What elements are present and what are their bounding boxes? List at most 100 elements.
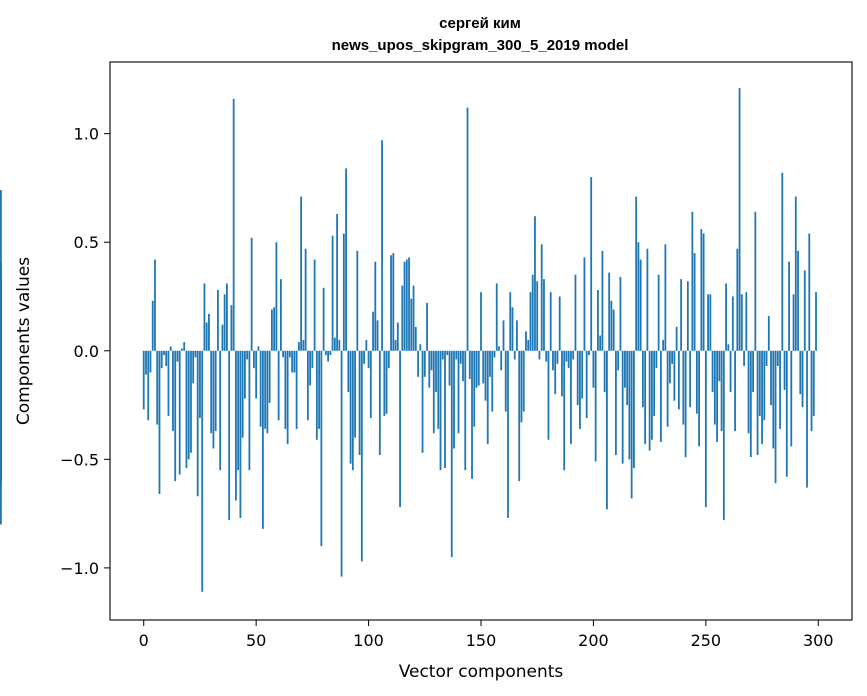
bar [145,350,147,375]
bar [392,253,395,351]
bar [547,350,550,440]
bar [160,350,163,369]
bar [558,296,561,351]
bar [471,350,473,479]
bar [174,350,177,482]
bar [235,350,237,501]
bar [536,281,539,351]
x-axis-label: Vector components [399,662,564,682]
bar [199,350,201,419]
bar [743,350,745,366]
bar [268,350,271,403]
y-axis-label: Components values [14,257,34,425]
bar [428,350,431,388]
bar [273,307,276,351]
bar [500,350,503,371]
bar [219,350,222,471]
bar [360,350,363,562]
bar [327,350,329,362]
bar [579,350,581,429]
bar [248,350,251,471]
bar [237,350,240,471]
bar [606,350,608,510]
bar [704,350,707,508]
bar [390,255,392,351]
bar [772,350,775,449]
bar [446,350,449,356]
bar [785,350,788,477]
bar [754,211,757,351]
bar [230,305,233,351]
bar [142,350,145,410]
bar [149,350,152,373]
bar [309,350,312,386]
bar [241,350,244,438]
bar [250,237,253,351]
bar [405,259,408,351]
bar [473,350,476,427]
bar [545,350,548,362]
bar [722,350,725,521]
bar [767,316,770,351]
bar [324,350,327,356]
bar [534,216,536,351]
bar [507,350,509,518]
bar [266,350,269,434]
bar [576,350,579,406]
bar [655,350,658,369]
bar [549,292,552,351]
bar [0,190,2,351]
bar [441,350,444,360]
bar [794,196,797,351]
bar [432,350,435,434]
bar [464,350,467,471]
bar [156,350,159,425]
bar [192,350,195,384]
bar [178,350,181,475]
bar [320,350,323,547]
bar [349,350,352,464]
bar [347,350,350,393]
bar [331,235,334,351]
bar [304,248,307,351]
bar [448,350,451,386]
bar [468,350,471,379]
bar [444,350,446,469]
bar [509,292,512,351]
bar [774,350,777,484]
bar [781,172,784,351]
bar [167,350,170,416]
bar [734,350,736,432]
bar [372,311,374,351]
bar [495,283,498,351]
bar [565,350,568,362]
bar [718,350,721,382]
bar [610,300,613,351]
bar [306,350,309,421]
bar [169,346,172,351]
bar [779,350,781,429]
bar [761,350,763,445]
bar [257,346,260,351]
bar [747,350,750,434]
bar [196,350,199,497]
bar [815,292,817,351]
bar [378,350,381,455]
bar [612,309,615,351]
bar [284,350,287,429]
bar [0,350,2,479]
bar [725,283,727,351]
bar [709,294,712,351]
bar [414,326,417,351]
bar [450,350,453,558]
bar [172,350,174,432]
bar [624,350,626,388]
bar [680,279,683,351]
bar [462,350,464,382]
bar [419,344,422,351]
bar [752,350,754,393]
bar [513,350,516,360]
bar [783,350,786,390]
bar [369,350,372,419]
